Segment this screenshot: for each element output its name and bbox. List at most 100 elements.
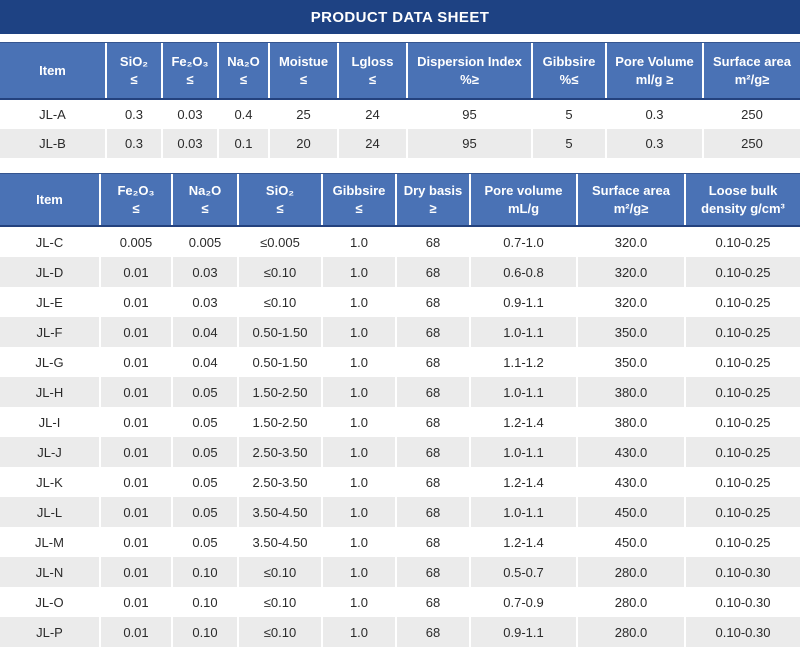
header-line2: ≤ bbox=[239, 71, 248, 87]
header-line2: m²/g≥ bbox=[613, 200, 649, 216]
item-cell: JL-C bbox=[0, 227, 99, 257]
value-cell: 1.50-2.50 bbox=[237, 377, 321, 407]
value-cell: 250 bbox=[702, 100, 800, 129]
item-cell: JL-O bbox=[0, 587, 99, 617]
header-line2: ≤ bbox=[186, 71, 194, 87]
value-cell: 1.0 bbox=[321, 467, 395, 497]
value-cell: 0.10-0.25 bbox=[684, 437, 800, 467]
item-cell: JL-K bbox=[0, 467, 99, 497]
value-cell: 250 bbox=[702, 129, 800, 158]
column-header: Pore volume mL/g bbox=[469, 174, 576, 225]
header-line1: Surface area bbox=[591, 182, 671, 198]
header-line1: Na₂O bbox=[188, 182, 222, 198]
value-cell: 0.05 bbox=[171, 527, 237, 557]
value-cell: 0.10 bbox=[171, 557, 237, 587]
value-cell: 1.0 bbox=[321, 377, 395, 407]
header-row: Item SiO₂ ≤ Fe₂O₃ ≤ Na₂O ≤ Moistue ≤ Lgloss ≤ Dispe… bbox=[0, 42, 800, 100]
value-cell: 1.0 bbox=[321, 227, 395, 257]
title-bar: PRODUCT DATA SHEET bbox=[0, 0, 800, 34]
header-line2: ≤ bbox=[132, 200, 140, 216]
value-cell: 0.05 bbox=[171, 437, 237, 467]
value-cell: 20 bbox=[268, 129, 337, 158]
value-cell: 68 bbox=[395, 377, 469, 407]
column-header: Surface area m²/g≥ bbox=[576, 174, 684, 225]
value-cell: 0.01 bbox=[99, 617, 171, 647]
value-cell: 320.0 bbox=[576, 227, 684, 257]
header-line1: Fe₂O₃ bbox=[117, 182, 155, 198]
value-cell: 1.0-1.1 bbox=[469, 497, 576, 527]
column-header: Na₂O ≤ bbox=[171, 174, 237, 225]
value-cell: 430.0 bbox=[576, 467, 684, 497]
value-cell: 0.3 bbox=[605, 129, 702, 158]
value-cell: 0.01 bbox=[99, 467, 171, 497]
value-cell: 68 bbox=[395, 587, 469, 617]
value-cell: 0.01 bbox=[99, 527, 171, 557]
value-cell: 25 bbox=[268, 100, 337, 129]
item-cell: JL-L bbox=[0, 497, 99, 527]
item-cell: JL-E bbox=[0, 287, 99, 317]
table-row: JL-O 0.01 0.10 ≤0.10 1.0 68 0.7-0.9 280.0 0.10-0… bbox=[0, 587, 800, 617]
table-row: JL-M 0.01 0.05 3.50-4.50 1.0 68 1.2-1.4 450.0 0.… bbox=[0, 527, 800, 557]
value-cell: 0.10-0.25 bbox=[684, 317, 800, 347]
value-cell: 0.10-0.25 bbox=[684, 227, 800, 257]
column-header: Loose bulk density g/cm³ bbox=[684, 174, 800, 225]
value-cell: 0.10-0.30 bbox=[684, 587, 800, 617]
value-cell: ≤0.10 bbox=[237, 617, 321, 647]
value-cell: 68 bbox=[395, 527, 469, 557]
value-cell: 0.9-1.1 bbox=[469, 287, 576, 317]
item-cell: JL-D bbox=[0, 257, 99, 287]
value-cell: 0.50-1.50 bbox=[237, 317, 321, 347]
value-cell: 0.04 bbox=[171, 317, 237, 347]
value-cell: 68 bbox=[395, 227, 469, 257]
table-row: JL-C 0.005 0.005 ≤0.005 1.0 68 0.7-1.0 320.0 0.1… bbox=[0, 227, 800, 257]
value-cell: 0.7-0.9 bbox=[469, 587, 576, 617]
value-cell: 3.50-4.50 bbox=[237, 527, 321, 557]
value-cell: ≤0.005 bbox=[237, 227, 321, 257]
column-header: Moistue ≤ bbox=[268, 43, 337, 98]
value-cell: 1.0 bbox=[321, 587, 395, 617]
item-cell: JL-M bbox=[0, 527, 99, 557]
value-cell: 0.01 bbox=[99, 257, 171, 287]
header-line1: Na₂O bbox=[227, 53, 260, 69]
value-cell: 0.03 bbox=[171, 257, 237, 287]
header-line1: Pore Volume bbox=[615, 53, 694, 69]
table-row: JL-E 0.01 0.03 ≤0.10 1.0 68 0.9-1.1 320.0 0.10-0… bbox=[0, 287, 800, 317]
item-cell: JL-J bbox=[0, 437, 99, 467]
value-cell: 430.0 bbox=[576, 437, 684, 467]
header-line1: Item bbox=[39, 62, 66, 78]
value-cell: 1.1-1.2 bbox=[469, 347, 576, 377]
value-cell: 0.03 bbox=[161, 100, 217, 129]
value-cell: 5 bbox=[531, 129, 605, 158]
value-cell: 0.04 bbox=[171, 347, 237, 377]
header-line2: density g/cm³ bbox=[701, 200, 785, 216]
item-cell: JL-B bbox=[0, 129, 105, 158]
column-header: Gibbsire %≤ bbox=[531, 43, 605, 98]
spec-table-2: Item Fe₂O₃ ≤ Na₂O ≤ SiO₂ ≤ Gibbsire ≤ Dry basis ≥ P… bbox=[0, 173, 800, 647]
table-row: JL-I 0.01 0.05 1.50-2.50 1.0 68 1.2-1.4 380.0 0.… bbox=[0, 407, 800, 437]
value-cell: 280.0 bbox=[576, 557, 684, 587]
header-row: Item Fe₂O₃ ≤ Na₂O ≤ SiO₂ ≤ Gibbsire ≤ Dry basis ≥ P… bbox=[0, 173, 800, 227]
value-cell: 0.10-0.25 bbox=[684, 497, 800, 527]
column-header: Fe₂O₃ ≤ bbox=[99, 174, 171, 225]
value-cell: 1.0 bbox=[321, 527, 395, 557]
value-cell: 68 bbox=[395, 287, 469, 317]
value-cell: 1.0 bbox=[321, 407, 395, 437]
header-line1: Surface area bbox=[712, 53, 792, 69]
value-cell: 68 bbox=[395, 347, 469, 377]
item-cell: JL-G bbox=[0, 347, 99, 377]
value-cell: 68 bbox=[395, 497, 469, 527]
header-line1: Item bbox=[36, 191, 63, 207]
value-cell: 0.01 bbox=[99, 557, 171, 587]
value-cell: 95 bbox=[406, 100, 531, 129]
value-cell: 0.01 bbox=[99, 377, 171, 407]
value-cell: 0.10-0.25 bbox=[684, 257, 800, 287]
value-cell: 1.2-1.4 bbox=[469, 407, 576, 437]
table-row: JL-L 0.01 0.05 3.50-4.50 1.0 68 1.0-1.1 450.0 0.… bbox=[0, 497, 800, 527]
column-header: Gibbsire ≤ bbox=[321, 174, 395, 225]
value-cell: 24 bbox=[337, 129, 406, 158]
value-cell: 0.10 bbox=[171, 617, 237, 647]
value-cell: 1.0 bbox=[321, 317, 395, 347]
value-cell: 320.0 bbox=[576, 257, 684, 287]
value-cell: 1.0 bbox=[321, 557, 395, 587]
value-cell: 1.0 bbox=[321, 347, 395, 377]
